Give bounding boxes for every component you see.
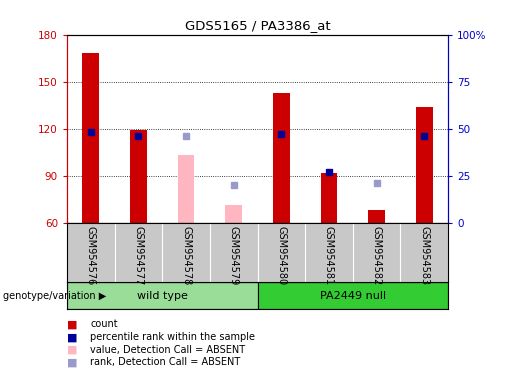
Text: ■: ■ <box>67 358 77 367</box>
Text: GSM954579: GSM954579 <box>229 226 238 285</box>
Text: ■: ■ <box>67 332 77 342</box>
Text: percentile rank within the sample: percentile rank within the sample <box>90 332 255 342</box>
Bar <box>258 282 448 309</box>
Text: GSM954578: GSM954578 <box>181 226 191 285</box>
Bar <box>178 155 194 223</box>
Text: GSM954580: GSM954580 <box>277 226 286 285</box>
Text: wild type: wild type <box>137 291 187 301</box>
Text: GSM954577: GSM954577 <box>133 226 143 285</box>
Text: genotype/variation ▶: genotype/variation ▶ <box>3 291 106 301</box>
Text: rank, Detection Call = ABSENT: rank, Detection Call = ABSENT <box>90 358 241 367</box>
Bar <box>226 205 242 223</box>
Text: count: count <box>90 319 118 329</box>
Bar <box>67 282 258 309</box>
Bar <box>416 107 433 223</box>
Bar <box>82 53 99 223</box>
Bar <box>130 130 147 223</box>
Bar <box>321 172 337 223</box>
Bar <box>368 210 385 223</box>
Text: value, Detection Call = ABSENT: value, Detection Call = ABSENT <box>90 345 245 355</box>
Text: ■: ■ <box>67 345 77 355</box>
Title: GDS5165 / PA3386_at: GDS5165 / PA3386_at <box>185 19 330 32</box>
Text: ■: ■ <box>67 319 77 329</box>
Bar <box>273 93 289 223</box>
Text: GSM954582: GSM954582 <box>372 226 382 285</box>
Text: GSM954576: GSM954576 <box>86 226 96 285</box>
Text: GSM954581: GSM954581 <box>324 226 334 285</box>
Text: GSM954583: GSM954583 <box>419 226 429 285</box>
Text: PA2449 null: PA2449 null <box>320 291 386 301</box>
